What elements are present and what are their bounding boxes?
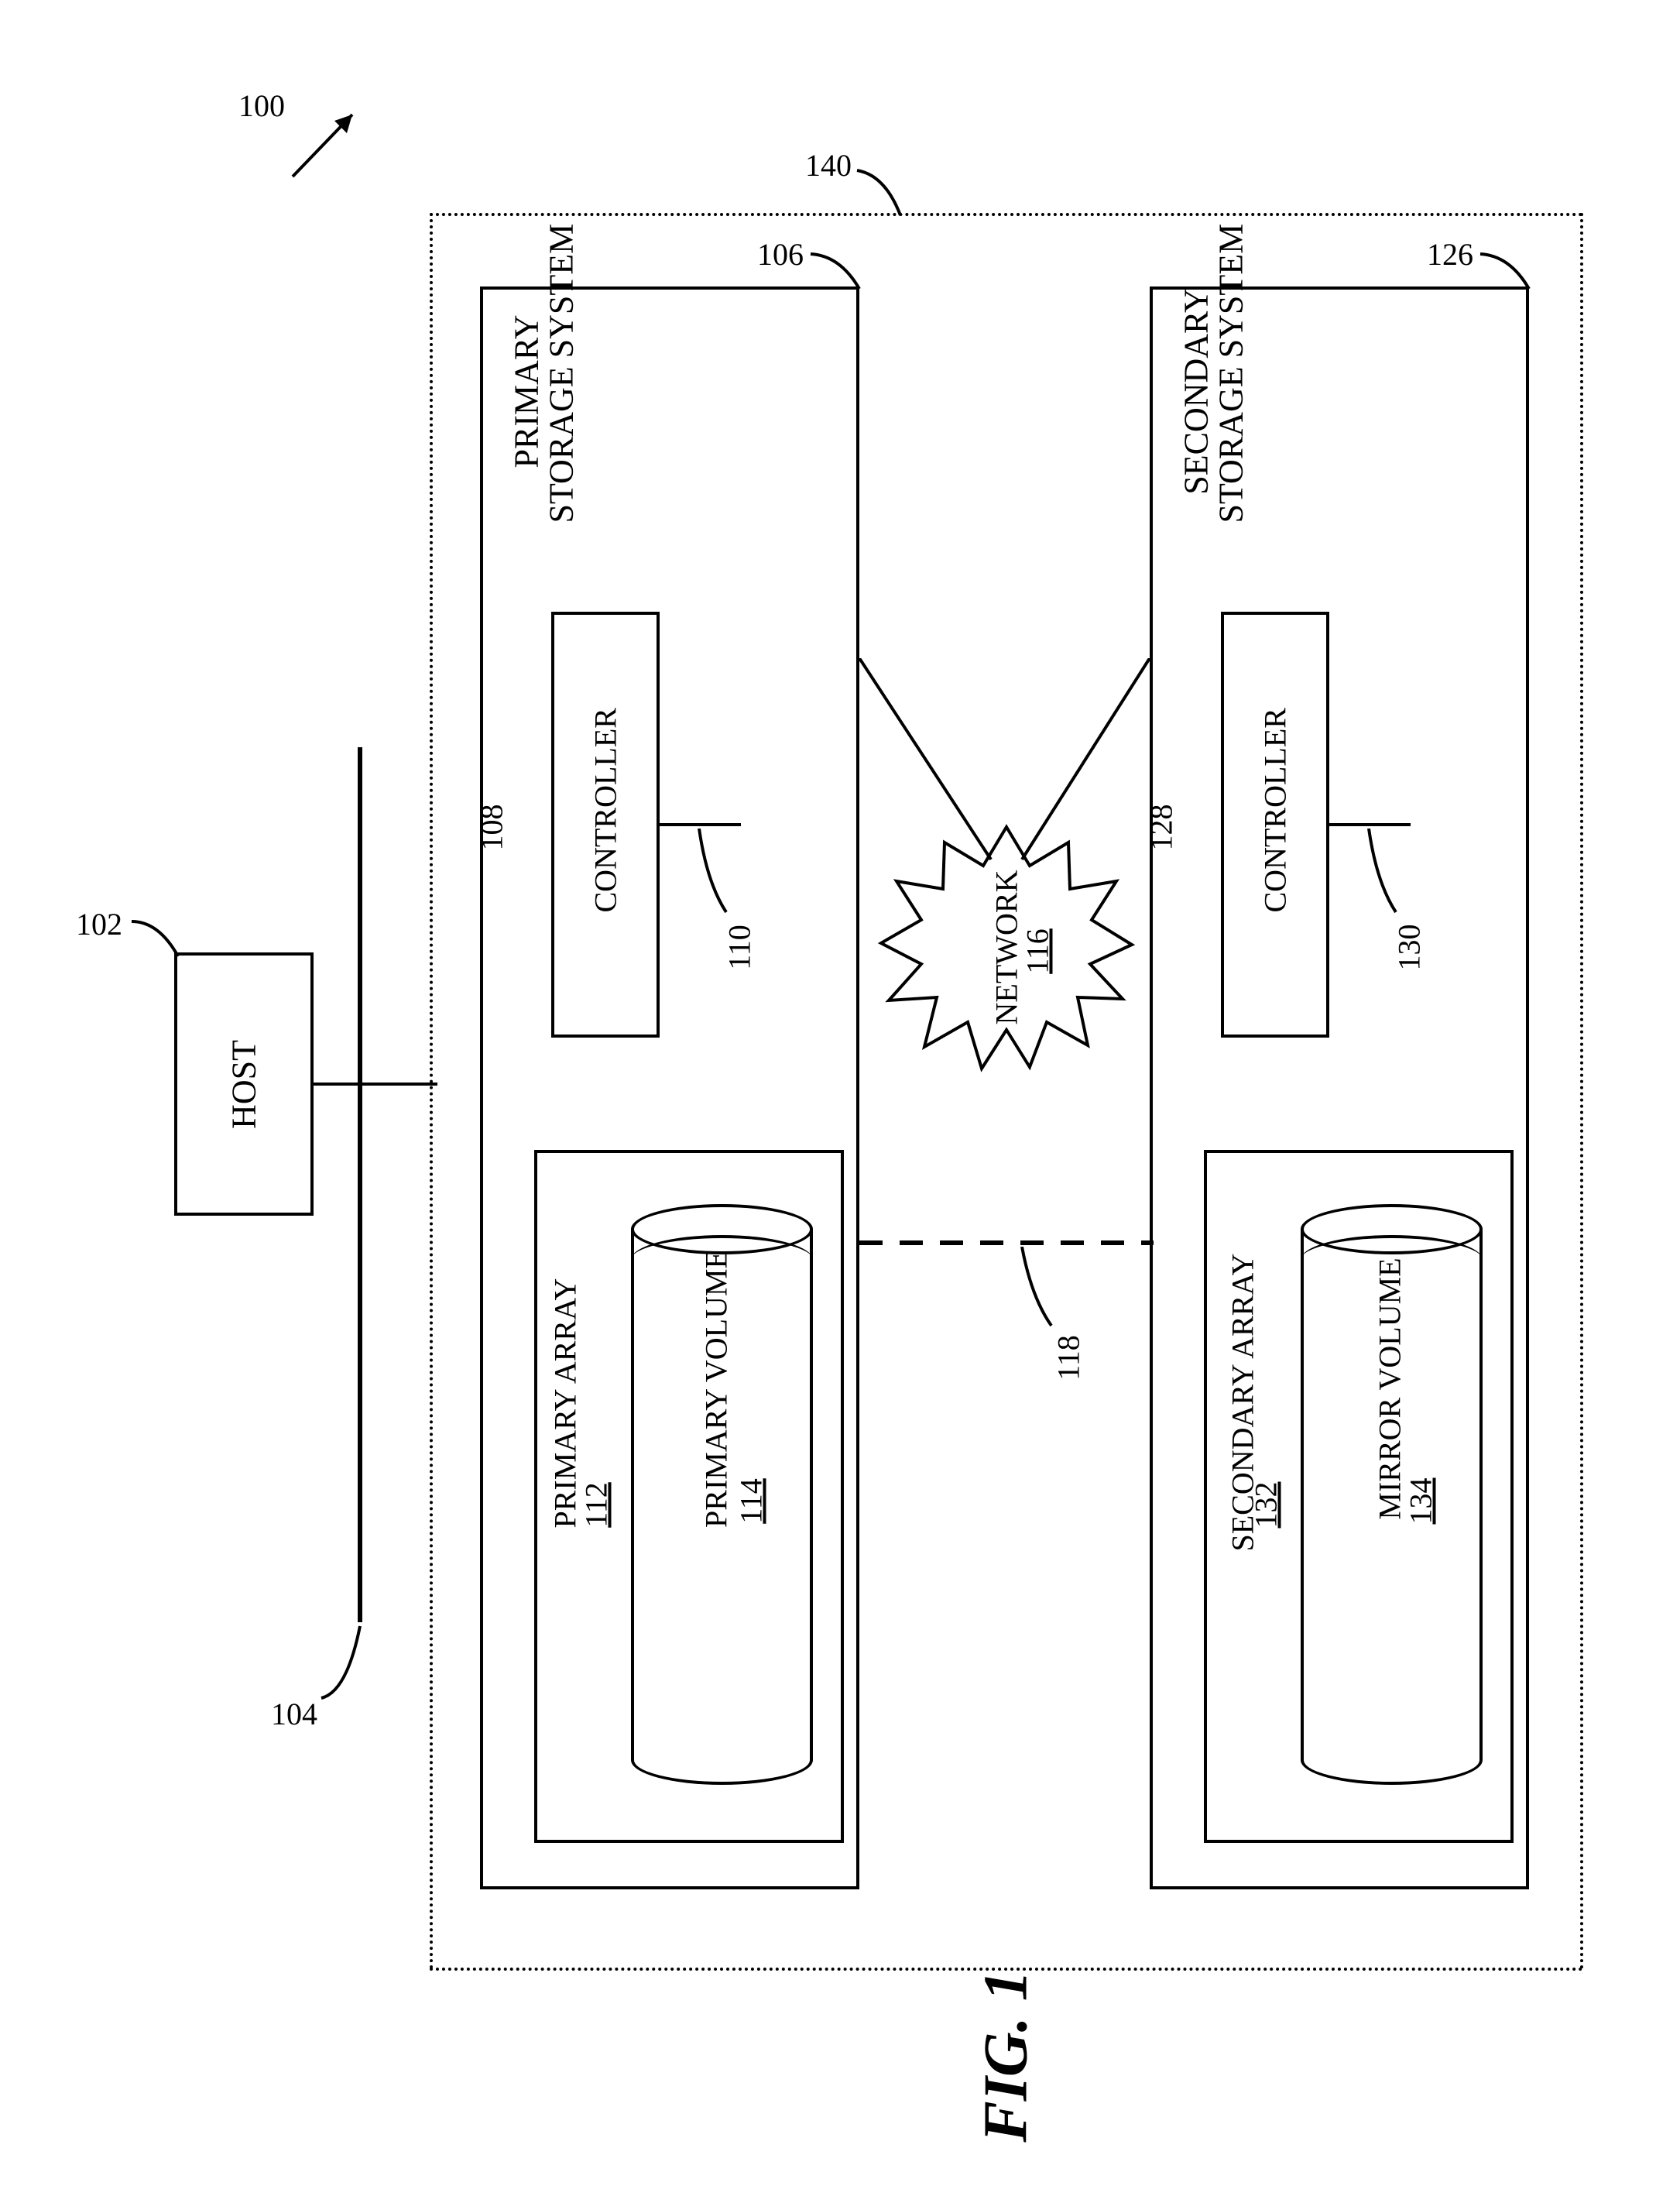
host-label: HOST bbox=[225, 1038, 264, 1131]
overall-ref-arrow bbox=[286, 99, 379, 192]
primary-controller-ref: 108 bbox=[474, 793, 510, 863]
host-ref-leader bbox=[120, 914, 190, 968]
primary-link-ref: 110 bbox=[722, 913, 758, 983]
secondary-volume-ref: 134 bbox=[1403, 1470, 1439, 1532]
primary-ref-label: 106 bbox=[757, 236, 804, 273]
virtual-box-ref-label: 140 bbox=[805, 147, 852, 184]
primary-volume-ref: 114 bbox=[733, 1470, 770, 1532]
virtual-box-ref-leader bbox=[848, 161, 910, 223]
secondary-title-line2: STORAGE SYSTEM bbox=[1212, 260, 1251, 523]
bus-to-primary bbox=[360, 1076, 437, 1092]
primary-ref-leader bbox=[801, 246, 867, 300]
secondary-ref-label: 126 bbox=[1427, 236, 1473, 273]
secondary-ref-leader bbox=[1471, 246, 1537, 300]
network-to-secondary bbox=[1018, 658, 1157, 867]
primary-title-line1: PRIMARY bbox=[507, 260, 547, 523]
bus-line bbox=[352, 747, 368, 1622]
direct-link-ref: 118 bbox=[1051, 1323, 1087, 1393]
host-ref-label: 102 bbox=[76, 906, 122, 942]
primary-title-line2: STORAGE SYSTEM bbox=[542, 260, 581, 523]
overall-ref-label: 100 bbox=[238, 87, 285, 124]
secondary-title-line1: SECONDARY bbox=[1177, 260, 1216, 523]
secondary-link-ref: 130 bbox=[1391, 913, 1428, 983]
secondary-array-ref: 132 bbox=[1248, 1474, 1284, 1536]
secondary-link-ref-leader bbox=[1349, 829, 1404, 921]
direct-link-ref-leader bbox=[1006, 1247, 1061, 1332]
primary-array-ref: 112 bbox=[578, 1474, 615, 1536]
primary-controller-label: CONTROLLER bbox=[588, 743, 624, 913]
bus-ref-leader bbox=[312, 1614, 366, 1707]
network-to-primary bbox=[859, 658, 999, 867]
secondary-controller-label: CONTROLLER bbox=[1257, 743, 1294, 913]
primary-link-ref-leader bbox=[680, 829, 734, 921]
figure-caption: FIG. 1 bbox=[972, 1956, 1042, 2157]
bus-ref-label: 104 bbox=[271, 1696, 317, 1732]
network-ref: 116 bbox=[1020, 921, 1056, 983]
primary-volume-label: PRIMARY VOLUME bbox=[698, 1246, 735, 1532]
